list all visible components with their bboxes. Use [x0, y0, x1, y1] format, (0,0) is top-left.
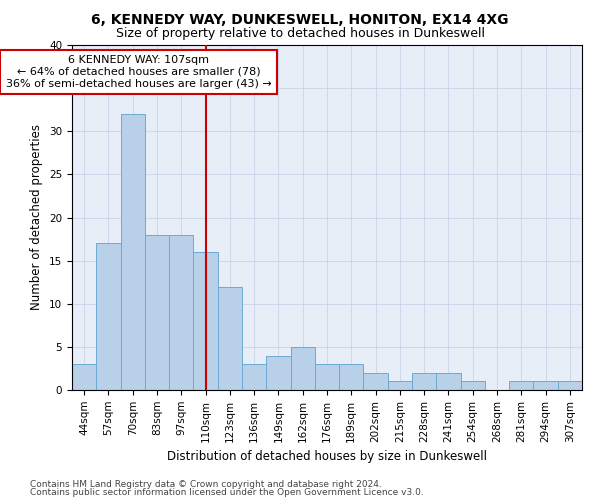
- Bar: [509, 382, 533, 390]
- X-axis label: Distribution of detached houses by size in Dunkeswell: Distribution of detached houses by size …: [167, 450, 487, 463]
- Bar: [436, 373, 461, 390]
- Bar: [96, 244, 121, 390]
- Bar: [290, 347, 315, 390]
- Bar: [412, 373, 436, 390]
- Bar: [169, 235, 193, 390]
- Bar: [242, 364, 266, 390]
- Bar: [145, 235, 169, 390]
- Bar: [121, 114, 145, 390]
- Y-axis label: Number of detached properties: Number of detached properties: [31, 124, 43, 310]
- Text: Contains public sector information licensed under the Open Government Licence v3: Contains public sector information licen…: [30, 488, 424, 497]
- Text: Size of property relative to detached houses in Dunkeswell: Size of property relative to detached ho…: [115, 28, 485, 40]
- Bar: [266, 356, 290, 390]
- Bar: [388, 382, 412, 390]
- Text: 6 KENNEDY WAY: 107sqm
← 64% of detached houses are smaller (78)
36% of semi-deta: 6 KENNEDY WAY: 107sqm ← 64% of detached …: [6, 56, 272, 88]
- Bar: [364, 373, 388, 390]
- Bar: [193, 252, 218, 390]
- Bar: [72, 364, 96, 390]
- Bar: [339, 364, 364, 390]
- Bar: [558, 382, 582, 390]
- Text: Contains HM Land Registry data © Crown copyright and database right 2024.: Contains HM Land Registry data © Crown c…: [30, 480, 382, 489]
- Text: 6, KENNEDY WAY, DUNKESWELL, HONITON, EX14 4XG: 6, KENNEDY WAY, DUNKESWELL, HONITON, EX1…: [91, 12, 509, 26]
- Bar: [315, 364, 339, 390]
- Bar: [461, 382, 485, 390]
- Bar: [533, 382, 558, 390]
- Bar: [218, 286, 242, 390]
